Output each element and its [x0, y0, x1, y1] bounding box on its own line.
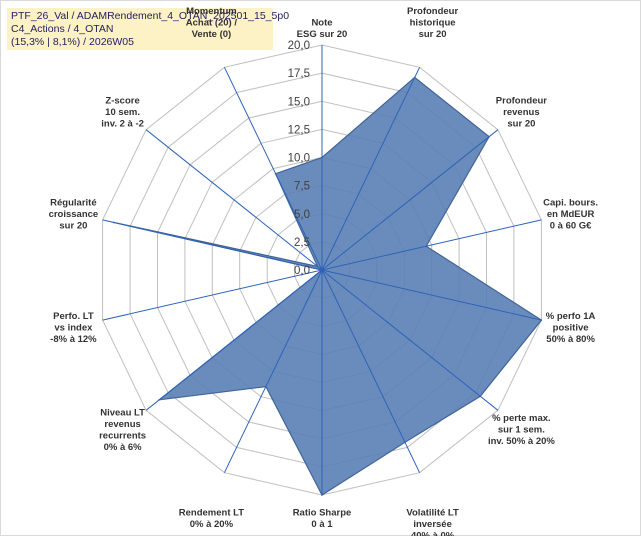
radar-tick-labels: 0,0 2,5 5,0 7,5 10,0 12,5 15,0 17,5 20,0	[288, 40, 310, 277]
axis-label-line: Note	[311, 18, 332, 29]
tick-label: 10,0	[288, 153, 310, 165]
axis-label-line: ESG sur 20	[297, 29, 348, 40]
axis-label-line: sur 20	[507, 118, 535, 129]
axis-label-line: vs index	[54, 323, 93, 334]
info-line-3: (15,3% | 8,1%) / 2026W05	[11, 36, 134, 48]
axis-label-line: sur 20	[419, 29, 447, 40]
axis-label-line: Rendement LT	[179, 508, 244, 519]
axis-label-line: Capi. bours.	[543, 198, 598, 209]
axis-label: % perte max.sur 1 sem.inv. 50% à 20%	[488, 413, 555, 447]
axis-label-line: revenus	[503, 107, 539, 118]
radar-spokes	[102, 45, 542, 495]
axis-label-line: en MdEUR	[547, 209, 595, 220]
axis-label-line: sur 1 sem.	[498, 425, 545, 436]
axis-label-line: Momentum	[186, 6, 237, 17]
axis-label-line: Volatilité LT	[406, 508, 459, 519]
axis-label-line: 0 à 1	[311, 519, 333, 530]
axis-spoke	[102, 269, 323, 321]
axis-spoke	[145, 269, 323, 411]
axis-label-line: inversée	[413, 519, 452, 530]
info-line-2: C4_Actions / 4_OTAN	[11, 23, 114, 35]
tick-label: 5,0	[294, 209, 310, 221]
axis-label-line: 0% à 6%	[104, 442, 143, 453]
axis-label-line: Régularité	[50, 198, 96, 209]
axis-spoke	[321, 269, 542, 321]
axis-label-line: -8% à 12%	[50, 334, 97, 345]
info-line-1: PTF_26_Val / ADAMRendement_4_OTAN_202501…	[11, 10, 290, 22]
tick-label: 20,0	[288, 40, 310, 52]
tick-label: 17,5	[288, 68, 310, 80]
axis-spoke	[102, 219, 323, 271]
axis-label-line: Vente (0)	[192, 29, 232, 40]
axis-label-line: 40% à 0%	[411, 531, 455, 536]
axis-label-line: 50% à 80%	[546, 334, 595, 345]
axis-spoke	[321, 269, 499, 411]
tick-label: 7,5	[294, 181, 310, 193]
axis-spoke	[223, 269, 323, 473]
axis-label-line: % perfo 1A	[546, 311, 596, 322]
axis-label-line: croissance	[49, 209, 99, 220]
axis-label-line: Niveau LT	[100, 408, 145, 419]
axis-label-line: 0 à 60 G€	[550, 221, 592, 232]
axis-label-line: 10 sem.	[105, 107, 140, 118]
axis-label-line: 0% à 20%	[190, 519, 234, 530]
axis-label-line: revenus	[104, 419, 140, 430]
axis-label-line: Achat (20) /	[186, 18, 238, 29]
axis-label-line: recurrents	[99, 431, 146, 442]
axis-label-line: Profondeur	[407, 6, 458, 17]
tick-label: 12,5	[288, 124, 310, 136]
axis-label-line: Perfo. LT	[53, 311, 94, 322]
axis-label-line: Z-score	[105, 95, 139, 106]
axis-spoke	[321, 129, 499, 271]
axis-label-line: historique	[410, 18, 456, 29]
axis-label-line: Ratio Sharpe	[293, 508, 352, 519]
axis-label-line: inv. 2 à -2	[101, 118, 144, 129]
axis-label-line: inv. 50% à 20%	[488, 436, 555, 447]
axis-label-line: sur 20	[59, 221, 87, 232]
axis-spoke	[145, 129, 323, 271]
axis-spoke	[321, 67, 421, 271]
axis-spoke	[321, 269, 421, 473]
tick-label: 2,5	[294, 237, 310, 249]
tick-label: 15,0	[288, 96, 310, 108]
axis-label: Rendement LT0% à 20%	[179, 508, 244, 531]
axis-spoke	[223, 67, 323, 271]
axis-spoke	[321, 219, 542, 271]
tick-label: 0,0	[294, 265, 310, 277]
axis-label-line: % perte max.	[492, 413, 551, 424]
axis-label-line: positive	[553, 323, 589, 334]
info-box: PTF_26_Val / ADAMRendement_4_OTAN_202501…	[7, 8, 290, 50]
axis-label-line: Profondeur	[496, 95, 547, 106]
